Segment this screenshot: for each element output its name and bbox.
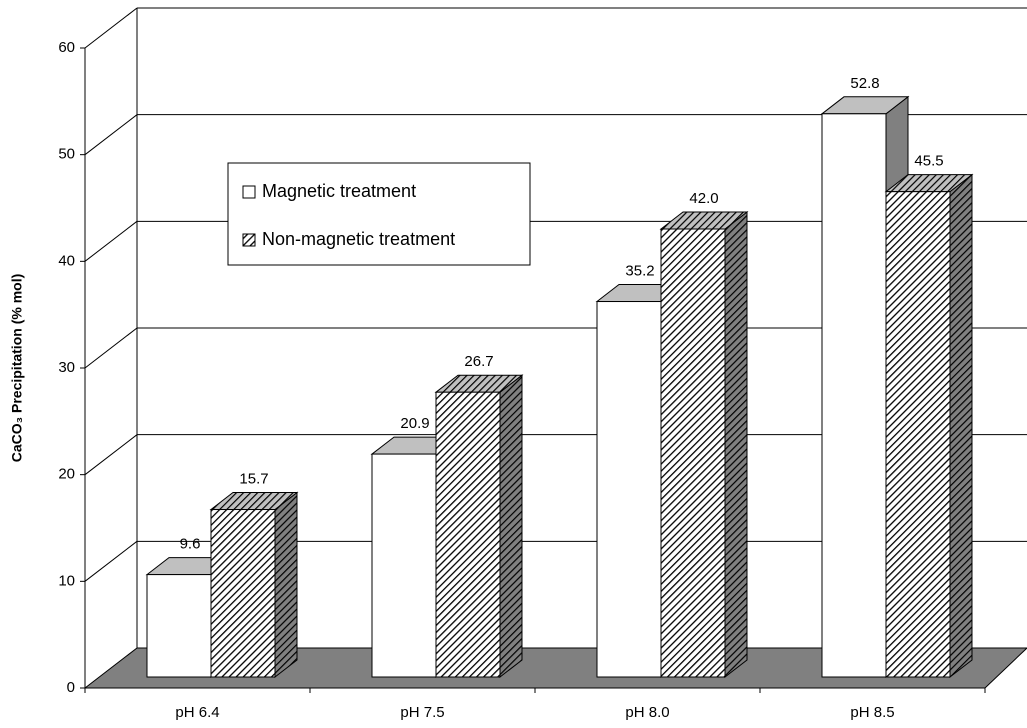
value-label: 9.6 bbox=[180, 536, 201, 553]
bar bbox=[821, 113, 887, 678]
y-tick-label: 30 bbox=[58, 359, 75, 376]
grid-line bbox=[84, 434, 138, 476]
value-label: 20.9 bbox=[400, 415, 429, 432]
grid-line bbox=[84, 327, 138, 369]
y-tick-label: 60 bbox=[58, 39, 75, 56]
x-tick-label: pH 8.0 bbox=[625, 704, 669, 721]
bar-side bbox=[274, 491, 298, 679]
bar bbox=[660, 228, 726, 678]
bar bbox=[885, 191, 951, 678]
legend-label: Non-magnetic treatment bbox=[262, 229, 455, 249]
legend bbox=[227, 162, 531, 266]
bar bbox=[435, 391, 501, 678]
bar bbox=[371, 453, 437, 678]
grid-line bbox=[84, 114, 138, 156]
y-tick-label: 50 bbox=[58, 146, 75, 163]
bar bbox=[210, 509, 276, 678]
grid-line bbox=[84, 220, 138, 262]
grid-line bbox=[84, 7, 138, 49]
x-tick-label: pH 7.5 bbox=[400, 704, 444, 721]
bar bbox=[596, 301, 662, 678]
y-tick-label: 20 bbox=[58, 466, 75, 483]
bar-side bbox=[499, 374, 523, 679]
value-label: 26.7 bbox=[464, 353, 493, 370]
x-tick-label: pH 6.4 bbox=[175, 704, 219, 721]
bar-side bbox=[724, 210, 748, 679]
bar bbox=[146, 574, 212, 678]
value-label: 35.2 bbox=[625, 263, 654, 280]
value-label: 15.7 bbox=[239, 471, 268, 488]
y-axis-label: CaCO₃ Precipitation (% mol) bbox=[9, 274, 25, 463]
y-tick-label: 0 bbox=[67, 679, 75, 696]
grid-line bbox=[84, 540, 138, 582]
legend-swatch bbox=[242, 233, 256, 247]
bar-side bbox=[949, 173, 973, 679]
value-label: 45.5 bbox=[914, 153, 943, 170]
value-label: 52.8 bbox=[850, 75, 879, 92]
y-tick-label: 10 bbox=[58, 572, 75, 589]
x-tick-label: pH 8.5 bbox=[850, 704, 894, 721]
legend-label: Magnetic treatment bbox=[262, 181, 416, 201]
y-tick-label: 40 bbox=[58, 252, 75, 269]
value-label: 42.0 bbox=[689, 190, 718, 207]
legend-swatch bbox=[242, 185, 256, 199]
